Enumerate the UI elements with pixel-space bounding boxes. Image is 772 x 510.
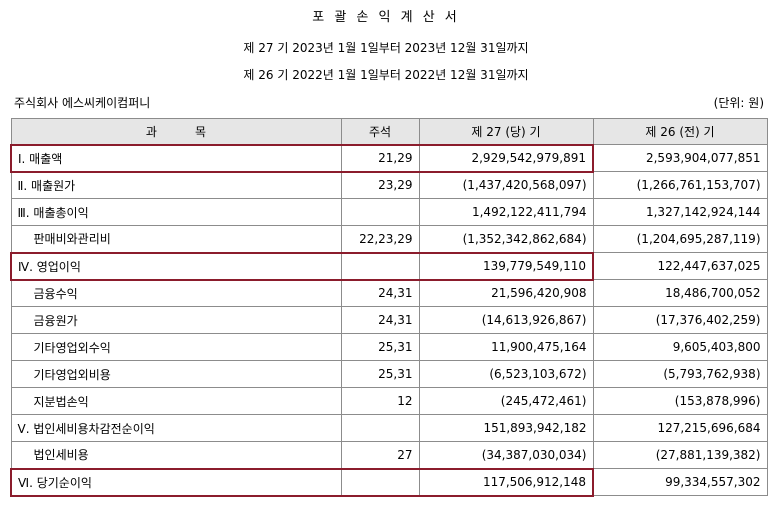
table-row: Ⅲ. 매출총이익 1,492,122,411,794 1,327,142,924… — [10, 198, 768, 226]
row-note: 27 — [340, 441, 420, 469]
table-row: Ⅴ. 법인세비용차감전순이익 151,893,942,182 127,215,6… — [10, 414, 768, 442]
row-item: Ⅱ. 매출원가 — [10, 171, 342, 199]
row-item: Ⅵ. 당기순이익 — [10, 467, 342, 497]
table-row: 법인세비용 27 (34,387,030,034) (27,881,139,38… — [10, 441, 768, 469]
header-current: 제 27 (당) 기 — [418, 118, 594, 145]
table-row: Ⅳ. 영업이익 139,779,549,110 122,447,637,025 — [10, 251, 768, 281]
statement-title: 포 괄 손 익 계 산 서 — [312, 10, 460, 25]
row-current: 117,506,912,148 — [418, 467, 594, 497]
row-item: Ⅴ. 법인세비용차감전순이익 — [10, 414, 342, 442]
prior-period: 제 26 기 2022년 1월 1일부터 2022년 12월 31일까지 — [243, 68, 529, 82]
table-row: Ⅰ. 매출액 21,29 2,929,542,979,891 2,593,904… — [10, 143, 768, 173]
row-current: (34,387,030,034) — [418, 441, 594, 469]
row-current: 1,492,122,411,794 — [418, 198, 594, 226]
row-prior: 2,593,904,077,851 — [592, 144, 768, 172]
row-prior: (1,204,695,287,119) — [592, 225, 768, 253]
row-prior: 122,447,637,025 — [592, 252, 768, 280]
row-current: 2,929,542,979,891 — [418, 143, 594, 173]
table-row: 지분법손익 12 (245,472,461) (153,878,996) — [10, 387, 768, 415]
row-note: 12 — [340, 387, 420, 415]
table-header-row: 과 목 주석 제 27 (당) 기 제 26 (전) 기 — [10, 118, 768, 145]
row-prior: (153,878,996) — [592, 387, 768, 415]
row-note: 25,31 — [340, 333, 420, 361]
table-row: 금융수익 24,31 21,596,420,908 18,486,700,052 — [10, 279, 768, 307]
header-item: 과 목 — [10, 118, 342, 145]
table-row: 판매비와관리비 22,23,29 (1,352,342,862,684) (1,… — [10, 225, 768, 253]
row-current: 21,596,420,908 — [418, 279, 594, 307]
row-note: 23,29 — [340, 171, 420, 199]
row-prior: 1,327,142,924,144 — [592, 198, 768, 226]
row-prior: 18,486,700,052 — [592, 279, 768, 307]
row-item: 금융수익 — [10, 279, 342, 307]
row-prior: 99,334,557,302 — [592, 468, 768, 496]
row-item: Ⅰ. 매출액 — [10, 143, 342, 173]
company-name: 주식회사 에스씨케이컴퍼니 — [14, 96, 151, 110]
row-prior: (27,881,139,382) — [592, 441, 768, 469]
row-current: (6,523,103,672) — [418, 360, 594, 388]
row-current: 151,893,942,182 — [418, 414, 594, 442]
unit-label: (단위: 원) — [713, 96, 764, 110]
row-prior: (17,376,402,259) — [592, 306, 768, 334]
row-current: 11,900,475,164 — [418, 333, 594, 361]
row-item: 기타영업외수익 — [10, 333, 342, 361]
row-note: 22,23,29 — [340, 225, 420, 253]
table-row: 기타영업외비용 25,31 (6,523,103,672) (5,793,762… — [10, 360, 768, 388]
row-item: Ⅲ. 매출총이익 — [10, 198, 342, 226]
row-note: 24,31 — [340, 279, 420, 307]
table-row: 금융원가 24,31 (14,613,926,867) (17,376,402,… — [10, 306, 768, 334]
row-prior: (1,266,761,153,707) — [592, 171, 768, 199]
row-item: 기타영업외비용 — [10, 360, 342, 388]
row-current: (14,613,926,867) — [418, 306, 594, 334]
row-item: 지분법손익 — [10, 387, 342, 415]
row-note — [340, 251, 420, 281]
row-current: 139,779,549,110 — [418, 251, 594, 281]
header-note: 주석 — [340, 118, 420, 145]
row-current: (1,352,342,862,684) — [418, 225, 594, 253]
row-item: Ⅳ. 영업이익 — [10, 251, 342, 281]
row-note — [340, 198, 420, 226]
row-prior: 127,215,696,684 — [592, 414, 768, 442]
table-row: Ⅱ. 매출원가 23,29 (1,437,420,568,097) (1,266… — [10, 171, 768, 199]
table-row: Ⅵ. 당기순이익 117,506,912,148 99,334,557,302 — [10, 467, 768, 497]
row-note: 21,29 — [340, 143, 420, 173]
header-prior: 제 26 (전) 기 — [592, 118, 768, 145]
row-current: (1,437,420,568,097) — [418, 171, 594, 199]
row-item: 법인세비용 — [10, 441, 342, 469]
row-note: 25,31 — [340, 360, 420, 388]
row-prior: 9,605,403,800 — [592, 333, 768, 361]
row-current: (245,472,461) — [418, 387, 594, 415]
row-item: 판매비와관리비 — [10, 225, 342, 253]
current-period: 제 27 기 2023년 1월 1일부터 2023년 12월 31일까지 — [243, 41, 529, 55]
row-prior: (5,793,762,938) — [592, 360, 768, 388]
row-note — [340, 414, 420, 442]
table-row: 기타영업외수익 25,31 11,900,475,164 9,605,403,8… — [10, 333, 768, 361]
row-note — [340, 467, 420, 497]
row-note: 24,31 — [340, 306, 420, 334]
income-statement-table: 과 목 주석 제 27 (당) 기 제 26 (전) 기 Ⅰ. 매출액 21,2… — [10, 118, 768, 497]
row-item: 금융원가 — [10, 306, 342, 334]
